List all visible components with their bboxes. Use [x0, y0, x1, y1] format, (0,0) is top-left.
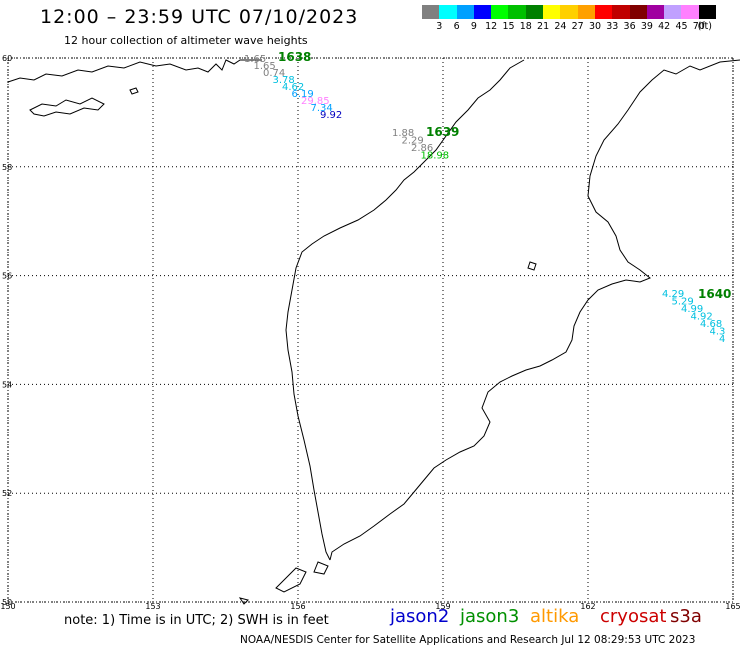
legend-swatch [473, 5, 492, 19]
paramushir-island [275, 567, 307, 593]
coastline [7, 59, 740, 605]
legend-swatches [422, 5, 740, 19]
legend-swatch [629, 5, 647, 19]
wave-height-label: 29.85 [301, 96, 330, 107]
legend-label: 24 [554, 21, 567, 32]
satellite-name: jason2 [390, 606, 450, 627]
koni-peninsula [29, 97, 105, 117]
wave-height-label: 4 [719, 334, 725, 345]
legend-label: (ft) [697, 21, 712, 32]
wave-height-label: 3.78 [273, 75, 295, 86]
lat-tick-label: 50 [2, 598, 12, 607]
legend-label: 30 [588, 21, 602, 32]
wave-height-label: 1.65 [254, 61, 276, 72]
wave-height-label: 18.98 [421, 151, 450, 162]
pass-id-label: 1638 [278, 50, 311, 64]
legend-label: 15 [502, 21, 515, 32]
legend-swatch [439, 5, 457, 19]
map-grid [7, 57, 734, 603]
wave-height-label: 4.99 [681, 304, 703, 315]
legend-swatch [577, 5, 595, 19]
footnote: note: 1) Time is in UTC; 2) SWH is in fe… [64, 613, 329, 628]
legend-label: 12 [485, 21, 498, 32]
lat-tick-label: 60 [2, 54, 12, 63]
legend-swatch [525, 5, 544, 19]
lon-tick-label: 150 [0, 602, 15, 611]
satellite-name: jason3 [460, 606, 520, 627]
legend-swatch [543, 5, 561, 19]
map-title: 12:00 – 23:59 UTC 07/10/2023 [40, 6, 359, 28]
lat-tick-label: 54 [2, 380, 12, 389]
kuril-islet [238, 597, 249, 605]
wave-height-label: 7.34 [311, 103, 333, 114]
wave-height-label: 0.74 [263, 68, 285, 79]
wave-height-label: 4.62 [282, 82, 304, 93]
legend-swatch [491, 5, 509, 19]
kamchatka-west-coast [285, 59, 525, 561]
wave-height-label: 1.65 [244, 54, 266, 65]
shumshu-island [313, 561, 329, 575]
legend-swatch [560, 5, 578, 19]
legend-label: 3 [436, 21, 443, 32]
legend-swatch [508, 5, 526, 19]
legend-swatch [594, 5, 613, 19]
wave-height-label: 4.68 [700, 319, 722, 330]
legend-label: 39 [640, 21, 653, 32]
kamchatka-east-coast [329, 59, 740, 561]
color-legend: 3 6 9 12 15 18 21 24 27 30 33 36 39 42 45 70 (ft) [422, 5, 740, 33]
legend-label: 6 [453, 21, 460, 32]
legend-label: 42 [658, 21, 671, 32]
satellite-name: cryosat [600, 606, 667, 627]
wave-height-label: 4.29 [662, 289, 684, 300]
wave-height-label: 4.3 [710, 327, 726, 338]
legend-label: 33 [606, 21, 619, 32]
legend-label: 70 [692, 21, 705, 32]
wave-height-label: 9.92 [320, 110, 342, 121]
legend-swatch [664, 5, 682, 19]
small-island-north [129, 87, 139, 95]
wave-height-label: 2.29 [402, 136, 424, 147]
legend-swatch [698, 5, 717, 19]
legend-labels: 3 6 9 12 15 18 21 24 27 30 33 36 39 42 45 70 (ft) [422, 19, 740, 33]
wave-height-label: 6.19 [292, 89, 314, 100]
okhotsk-north-coast [7, 59, 262, 83]
legend-label: 18 [519, 21, 532, 32]
legend-swatch [612, 5, 630, 19]
wave-height-label: 1.88 [392, 128, 414, 139]
altimeter-track-labels: 16381.651.650.743.784.626.1929.857.349.9… [244, 50, 731, 345]
map-frame [7, 57, 734, 603]
legend-swatch [646, 5, 665, 19]
lat-tick-label: 52 [2, 489, 12, 498]
lat-tick-label: 58 [2, 163, 12, 172]
legend-swatch [422, 5, 440, 19]
lon-tick-label: 162 [580, 602, 595, 611]
legend-label: 9 [470, 21, 477, 32]
wave-height-label: 2.86 [411, 143, 433, 154]
lon-tick-label: 153 [145, 602, 160, 611]
pass-id-label: 1639 [426, 125, 459, 139]
lon-tick-label: 165 [725, 602, 740, 611]
satellite-name: s3a [670, 606, 702, 627]
satellite-name: altika [530, 606, 580, 627]
wave-height-label: 5.29 [672, 297, 694, 308]
pass-id-label: 1640 [698, 287, 731, 301]
legend-label: 45 [675, 21, 688, 32]
legend-swatch [456, 5, 474, 19]
lon-tick-label: 159 [435, 602, 450, 611]
credit-line: NOAA/NESDIS Center for Satellite Applica… [240, 634, 696, 646]
lat-tick-label: 56 [2, 272, 12, 281]
legend-label: 27 [571, 21, 584, 32]
wave-height-label: 4.92 [691, 312, 713, 323]
legend-label: 36 [623, 21, 636, 32]
lon-tick-label: 156 [290, 602, 305, 611]
legend-swatch [681, 5, 699, 19]
map-subtitle: 12 hour collection of altimeter wave hei… [64, 34, 308, 47]
karaginsky-islet [527, 261, 537, 271]
legend-label: 21 [537, 21, 550, 32]
